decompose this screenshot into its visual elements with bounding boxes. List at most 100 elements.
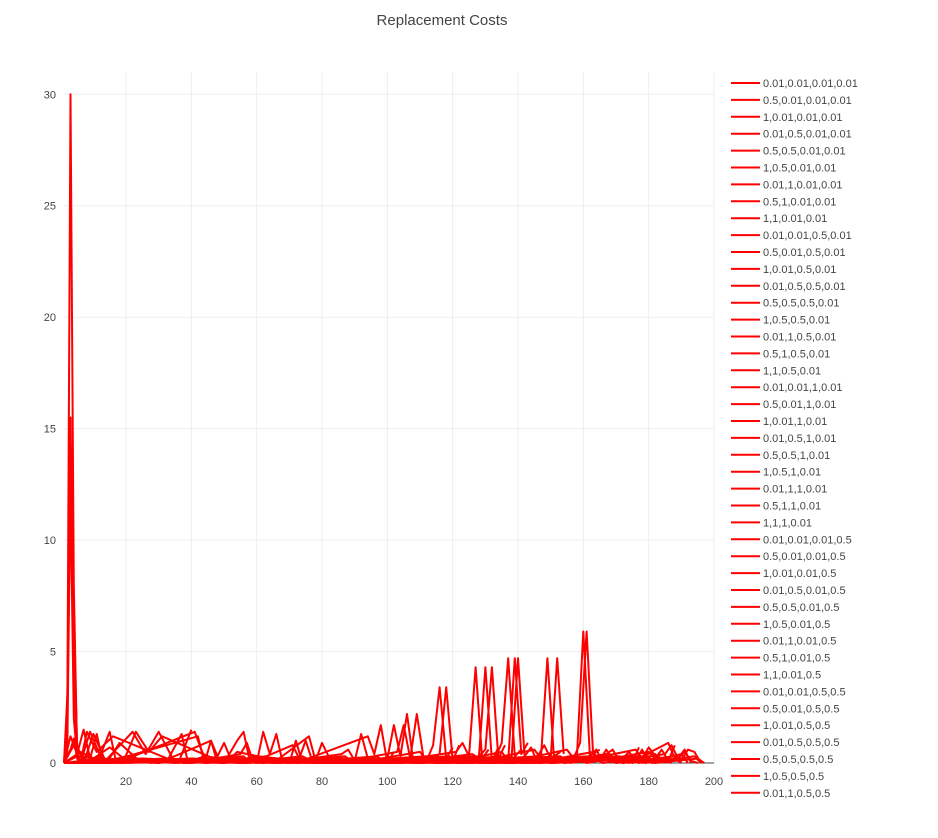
- legend-label: 0.01,0.01,0.5,0.01: [763, 230, 852, 242]
- legend-label: 1,1,0.01,0.01: [763, 213, 827, 225]
- series-line: [63, 755, 702, 764]
- legend-label: 1,0.01,0.5,0.01: [763, 264, 836, 276]
- legend-item[interactable]: 0.01,0.5,0.01,0.5: [731, 585, 846, 597]
- x-tick-label: 60: [251, 776, 263, 788]
- legend-item[interactable]: 0.01,0.01,1,0.01: [731, 382, 843, 394]
- legend-label: 0.01,1,1,0.01: [763, 484, 827, 496]
- legend-label: 1,0.01,0.01,0.5: [763, 568, 836, 580]
- legend-item[interactable]: 1,0.01,0.01,0.5: [731, 568, 836, 580]
- legend-label: 0.5,0.01,0.5,0.5: [763, 703, 839, 715]
- legend-label: 0.01,0.5,0.01,0.5: [763, 585, 846, 597]
- legend-item[interactable]: 1,0.5,0.5,0.5: [731, 771, 824, 783]
- legend-item[interactable]: 1,0.5,1,0.01: [731, 467, 821, 479]
- legend-item[interactable]: 0.5,1,0.01,0.01: [731, 196, 836, 208]
- legend-item[interactable]: 0.5,0.01,1,0.01: [731, 399, 836, 411]
- series-line: [63, 730, 252, 764]
- legend-item[interactable]: 1,1,1,0.01: [731, 517, 812, 529]
- legend-item[interactable]: 0.5,1,0.01,0.5: [731, 653, 830, 665]
- legend-item[interactable]: 0.01,1,1,0.01: [731, 484, 827, 496]
- legend-item[interactable]: 0.5,0.01,0.01,0.5: [731, 551, 846, 563]
- y-tick-label: 10: [44, 535, 56, 547]
- legend-label: 0.01,0.5,0.5,0.5: [763, 737, 839, 749]
- legend-item[interactable]: 0.5,0.5,0.01,0.01: [731, 146, 846, 158]
- legend-item[interactable]: 0.5,1,1,0.01: [731, 501, 821, 513]
- y-tick-label: 25: [44, 201, 56, 213]
- legend-item[interactable]: 0.5,0.5,1,0.01: [731, 450, 830, 462]
- y-tick-label: 15: [44, 424, 56, 436]
- legend-label: 0.01,0.5,1,0.01: [763, 433, 836, 445]
- legend-item[interactable]: 1,0.01,0.5,0.5: [731, 720, 830, 732]
- legend-label: 0.01,1,0.01,0.01: [763, 179, 843, 191]
- series-line: [63, 666, 490, 764]
- y-tick-label: 30: [44, 89, 56, 101]
- legend-item[interactable]: 0.01,0.01,0.01,0.5: [731, 534, 852, 546]
- legend-item[interactable]: 1,1,0.5,0.01: [731, 365, 821, 377]
- legend-item[interactable]: 0.01,0.5,0.5,0.5: [731, 737, 839, 749]
- legend-label: 1,0.5,0.01,0.01: [763, 163, 836, 175]
- grid: [64, 72, 715, 764]
- legend-item[interactable]: 0.01,1,0.01,0.5: [731, 636, 836, 648]
- legend-label: 0.5,0.01,0.01,0.01: [763, 95, 852, 107]
- plot-area: [63, 93, 705, 764]
- legend-label: 1,0.01,1,0.01: [763, 416, 827, 428]
- legend-item[interactable]: 1,0.5,0.01,0.5: [731, 619, 830, 631]
- legend-item[interactable]: 1,1,0.01,0.5: [731, 670, 821, 682]
- legend-label: 0.5,0.5,0.5,0.01: [763, 298, 839, 310]
- chart-title: Replacement Costs: [377, 12, 508, 29]
- legend-label: 1,0.5,0.5,0.5: [763, 771, 824, 783]
- legend[interactable]: 0.01,0.01,0.01,0.01 0.5,0.01,0.01,0.01 1,0…: [731, 78, 858, 800]
- legend-item[interactable]: 0.5,0.5,0.5,0.5: [731, 754, 833, 766]
- legend-item[interactable]: 0.5,0.5,0.5,0.01: [731, 298, 839, 310]
- x-tick-label: 200: [705, 776, 723, 788]
- legend-label: 1,0.5,0.5,0.01: [763, 315, 830, 327]
- x-tick-label: 100: [378, 776, 396, 788]
- legend-item[interactable]: 0.01,0.5,0.5,0.01: [731, 281, 846, 293]
- legend-item[interactable]: 0.5,0.01,0.01,0.01: [731, 95, 852, 107]
- legend-label: 0.5,1,0.01,0.5: [763, 653, 830, 665]
- x-tick-label: 120: [444, 776, 462, 788]
- legend-label: 1,1,0.5,0.01: [763, 365, 821, 377]
- legend-item[interactable]: 1,0.01,1,0.01: [731, 416, 827, 428]
- legend-label: 0.5,1,1,0.01: [763, 501, 821, 513]
- legend-label: 0.5,0.01,0.01,0.5: [763, 551, 846, 563]
- legend-label: 1,1,1,0.01: [763, 517, 812, 529]
- legend-item[interactable]: 1,0.01,0.5,0.01: [731, 264, 836, 276]
- y-tick-label: 0: [50, 758, 56, 770]
- legend-label: 0.01,1,0.01,0.5: [763, 636, 836, 648]
- x-tick-label: 40: [185, 776, 197, 788]
- legend-item[interactable]: 0.01,1,0.5,0.5: [731, 788, 830, 800]
- legend-label: 1,0.5,1,0.01: [763, 467, 821, 479]
- legend-label: 0.01,0.01,1,0.01: [763, 382, 843, 394]
- legend-label: 0.5,1,0.5,0.01: [763, 348, 830, 360]
- legend-item[interactable]: 0.01,1,0.01,0.01: [731, 179, 843, 191]
- legend-item[interactable]: 0.01,0.5,1,0.01: [731, 433, 836, 445]
- legend-item[interactable]: 0.5,0.5,0.01,0.5: [731, 602, 839, 614]
- legend-item[interactable]: 0.5,0.01,0.5,0.01: [731, 247, 846, 259]
- legend-item[interactable]: 0.5,1,0.5,0.01: [731, 348, 830, 360]
- legend-item[interactable]: 1,0.5,0.01,0.01: [731, 163, 836, 175]
- y-tick-label: 20: [44, 312, 56, 324]
- series-line: [63, 494, 193, 764]
- series-line: [63, 472, 176, 764]
- legend-item[interactable]: 0.01,0.01,0.01,0.01: [731, 78, 858, 90]
- legend-item[interactable]: 1,0.01,0.01,0.01: [731, 112, 843, 124]
- legend-label: 0.01,0.01,0.01,0.01: [763, 78, 858, 90]
- legend-label: 0.01,0.5,0.01,0.01: [763, 129, 852, 141]
- legend-item[interactable]: 0.01,1,0.5,0.01: [731, 332, 836, 344]
- legend-item[interactable]: 1,0.5,0.5,0.01: [731, 315, 830, 327]
- legend-label: 1,0.01,0.5,0.5: [763, 720, 830, 732]
- legend-item[interactable]: 0.01,0.01,0.5,0.5: [731, 686, 846, 698]
- legend-label: 0.5,0.5,0.01,0.5: [763, 602, 839, 614]
- legend-item[interactable]: 0.01,0.01,0.5,0.01: [731, 230, 852, 242]
- legend-label: 0.5,0.5,0.5,0.5: [763, 754, 833, 766]
- legend-item[interactable]: 1,1,0.01,0.01: [731, 213, 827, 225]
- legend-item[interactable]: 0.5,0.01,0.5,0.5: [731, 703, 839, 715]
- legend-label: 0.01,0.01,0.5,0.5: [763, 686, 846, 698]
- legend-item[interactable]: 0.01,0.5,0.01,0.01: [731, 129, 852, 141]
- series-line: [63, 757, 705, 764]
- legend-label: 0.01,1,0.5,0.01: [763, 332, 836, 344]
- legend-label: 0.01,0.5,0.5,0.01: [763, 281, 846, 293]
- x-tick-label: 20: [120, 776, 132, 788]
- x-tick-label: 180: [639, 776, 657, 788]
